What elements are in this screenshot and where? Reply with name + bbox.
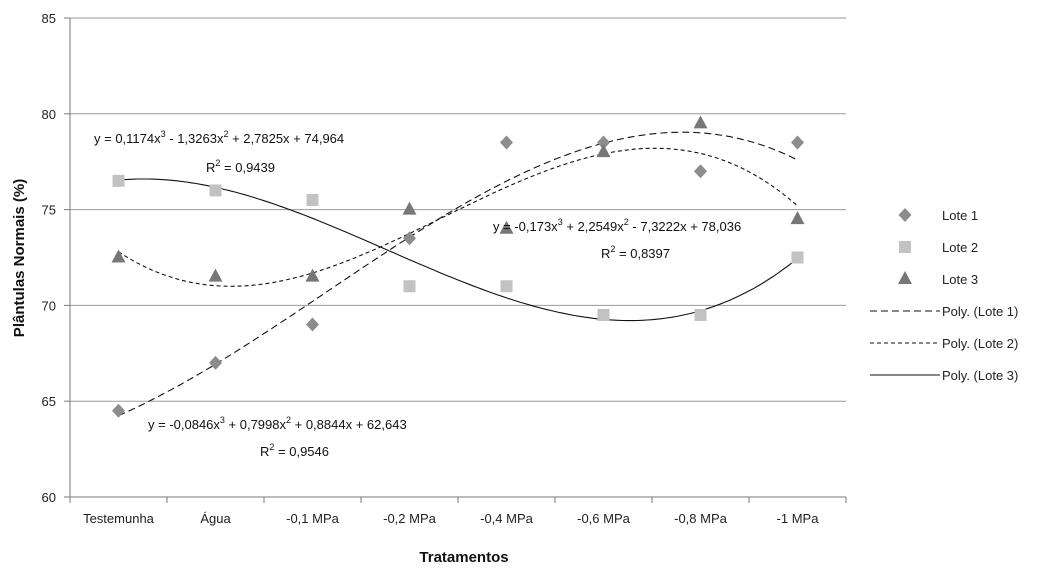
y-tick-label: 85: [42, 11, 56, 26]
legend-label: Lote 2: [942, 240, 978, 255]
equation-text: - 7,3222x + 78,036: [629, 219, 741, 234]
legend-label: Poly. (Lote 2): [942, 336, 1018, 351]
point-lote-1: [694, 164, 707, 179]
equation-lote-3: y = 0,1174x3 - 1,3263x2 + 2,7825x + 74,9…: [94, 129, 344, 175]
legend-label: Lote 3: [942, 272, 978, 287]
trendlines: [118, 131, 798, 417]
equation-lote-2: y = -0,173x3 + 2,2549x2 - 7,3222x + 78,0…: [493, 217, 741, 261]
equation-text: y = -0,173x: [493, 219, 558, 234]
point-lote-1: [791, 135, 804, 150]
equation-text: + 2,2549x: [563, 219, 625, 234]
legend-marker: [899, 241, 911, 253]
x-tick-label: -0,6 MPa: [577, 511, 631, 526]
legend-label: Poly. (Lote 3): [942, 368, 1018, 383]
x-tick-label: -0,1 MPa: [286, 511, 340, 526]
y-tick-label: 60: [42, 490, 56, 505]
legend-label: Lote 1: [942, 208, 978, 223]
equation-text: - 1,3263x: [166, 131, 224, 146]
svg-text:R2 = 0,8397: R2 = 0,8397: [601, 244, 670, 261]
r2-text: = 0,9439: [220, 160, 275, 175]
r2-text: = 0,8397: [615, 246, 670, 261]
point-lote-2: [209, 184, 222, 197]
point-lote-3: [790, 211, 805, 225]
equation-text: y = 0,1174x: [94, 131, 161, 146]
point-lote-1: [403, 231, 416, 246]
axes: 60 65 70 75 80 85 Testemunha Água -0,1 MPa -0,2 M…: [42, 11, 847, 526]
svg-text:R2 = 0,9439: R2 = 0,9439: [206, 158, 275, 175]
r2-text: = 0,9546: [274, 444, 329, 459]
x-tick-label: -0,8 MPa: [674, 511, 728, 526]
x-tick-label: -0,4 MPa: [480, 511, 534, 526]
svg-text:y = -0,0846x3 + 0,7998x2 + 0,8: y = -0,0846x3 + 0,7998x2 + 0,8844x + 62,…: [148, 415, 407, 432]
point-lote-3: [208, 268, 223, 282]
x-tick-label: Água: [200, 511, 231, 526]
point-lote-1: [209, 355, 222, 370]
svg-text:y = 0,1174x3 - 1,3263x2 + 2,78: y = 0,1174x3 - 1,3263x2 + 2,7825x + 74,9…: [94, 129, 344, 146]
point-lote-2: [403, 280, 416, 293]
equation-text: + 2,7825x + 74,964: [228, 131, 344, 146]
point-lote-1: [112, 403, 125, 418]
trendline: [118, 147, 798, 287]
point-lote-2: [791, 251, 804, 264]
point-lote-2: [500, 280, 513, 293]
svg-text:R2 = 0,9546: R2 = 0,9546: [260, 442, 329, 459]
data-points: [111, 115, 805, 418]
y-tick-label: 75: [42, 203, 56, 218]
legend-label: Poly. (Lote 1): [942, 304, 1018, 319]
y-tick-label: 65: [42, 394, 56, 409]
y-tick-label: 70: [42, 298, 56, 313]
point-lote-3: [111, 249, 126, 263]
point-lote-2: [306, 194, 319, 207]
point-lote-2: [597, 308, 610, 321]
point-lote-3: [596, 144, 611, 158]
trendline: [118, 178, 798, 322]
equation-text: + 0,7998x: [225, 417, 287, 432]
equation-lote-1: y = -0,0846x3 + 0,7998x2 + 0,8844x + 62,…: [148, 415, 407, 459]
equation-text: + 0,8844x + 62,643: [291, 417, 407, 432]
point-lote-3: [499, 220, 514, 234]
trendline: [118, 131, 798, 417]
y-axis-title: Plântulas Normais (%): [11, 179, 28, 337]
legend: Lote 1 Lote 2 Lote 3 Poly. (Lote 1) Poly. (L…: [870, 208, 1018, 383]
point-lote-3: [693, 115, 708, 129]
svg-text:y = -0,173x3 + 2,2549x2 - 7,32: y = -0,173x3 + 2,2549x2 - 7,3222x + 78,0…: [493, 217, 741, 234]
legend-marker: [898, 271, 912, 284]
x-tick-label: -1 MPa: [777, 511, 820, 526]
point-lote-3: [305, 268, 320, 282]
point-lote-2: [112, 174, 125, 187]
point-lote-1: [306, 317, 319, 332]
point-lote-1: [500, 135, 513, 150]
y-tick-label: 80: [42, 107, 56, 122]
equation-text: y = -0,0846x: [148, 417, 220, 432]
x-axis-title: Tratamentos: [419, 549, 508, 566]
point-lote-1: [597, 135, 610, 150]
legend-marker: [898, 208, 912, 222]
point-lote-3: [402, 201, 417, 215]
x-tick-label: -0,2 MPa: [383, 511, 437, 526]
x-tick-label: Testemunha: [83, 511, 155, 526]
point-lote-2: [694, 308, 707, 321]
